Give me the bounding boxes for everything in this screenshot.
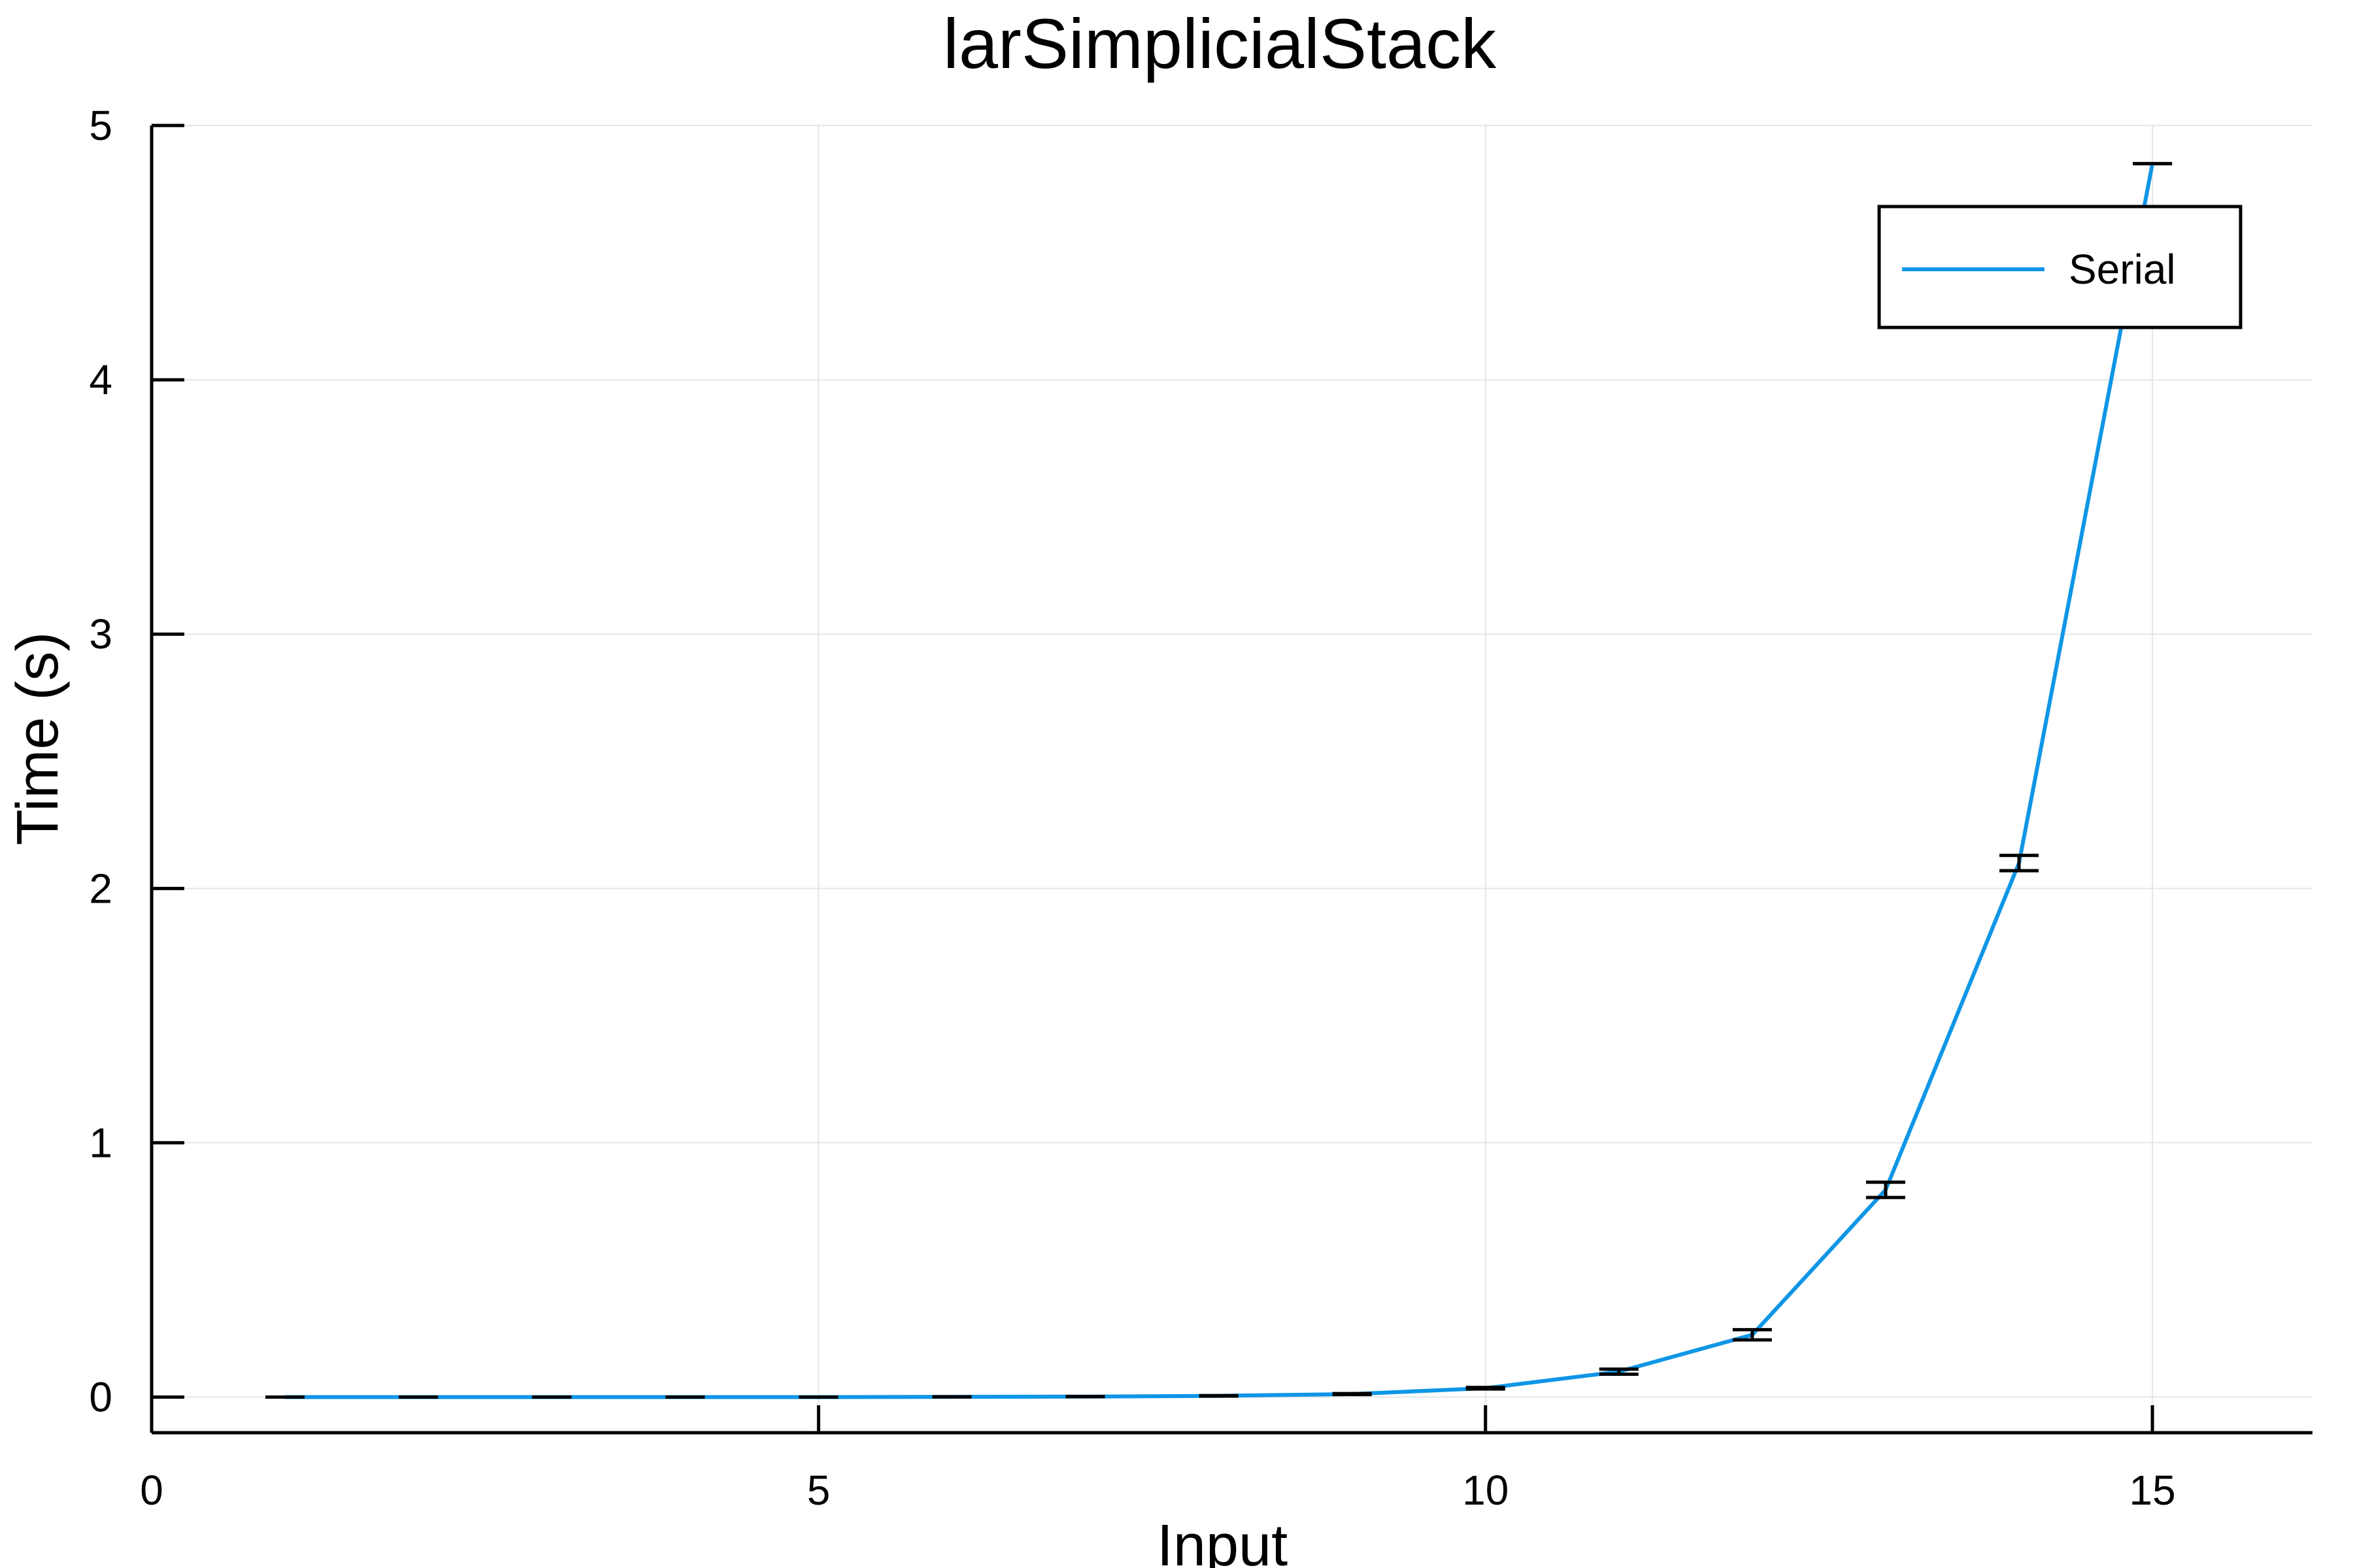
error-bar xyxy=(1865,1180,1905,1199)
axes xyxy=(150,124,2312,1435)
error-bar xyxy=(1732,1327,1772,1342)
x-tick-label: 15 xyxy=(2129,1467,2176,1514)
y-tick-label: 0 xyxy=(89,1374,112,1421)
tick-labels: 0 5 10 15 0 1 2 3 4 5 xyxy=(89,102,2175,1514)
y-tick-label: 3 xyxy=(89,610,112,658)
y-tick-label: 4 xyxy=(89,356,112,403)
chart-title: larSimplicialStack xyxy=(943,4,1497,83)
error-bar xyxy=(1332,1392,1372,1397)
error-bars xyxy=(265,161,2173,1399)
x-tick-label: 10 xyxy=(1462,1467,1509,1514)
legend: Serial xyxy=(1877,205,2243,329)
grid xyxy=(151,125,2312,1433)
y-tick-label: 1 xyxy=(89,1119,112,1166)
error-bar xyxy=(1465,1386,1505,1391)
error-bar xyxy=(1599,1367,1639,1376)
legend-label-serial: Serial xyxy=(2069,246,2176,293)
x-axis-label: Input xyxy=(1157,1513,1288,1568)
y-tick-label: 5 xyxy=(89,102,112,149)
legend-box xyxy=(1877,205,2243,329)
y-axis-label: Time (s) xyxy=(5,632,71,846)
y-tick-label: 2 xyxy=(89,865,112,912)
x-tick-label: 0 xyxy=(140,1467,163,1514)
x-tick-label: 5 xyxy=(807,1467,831,1514)
error-bar xyxy=(1999,854,2039,873)
error-bar xyxy=(1199,1393,1239,1398)
